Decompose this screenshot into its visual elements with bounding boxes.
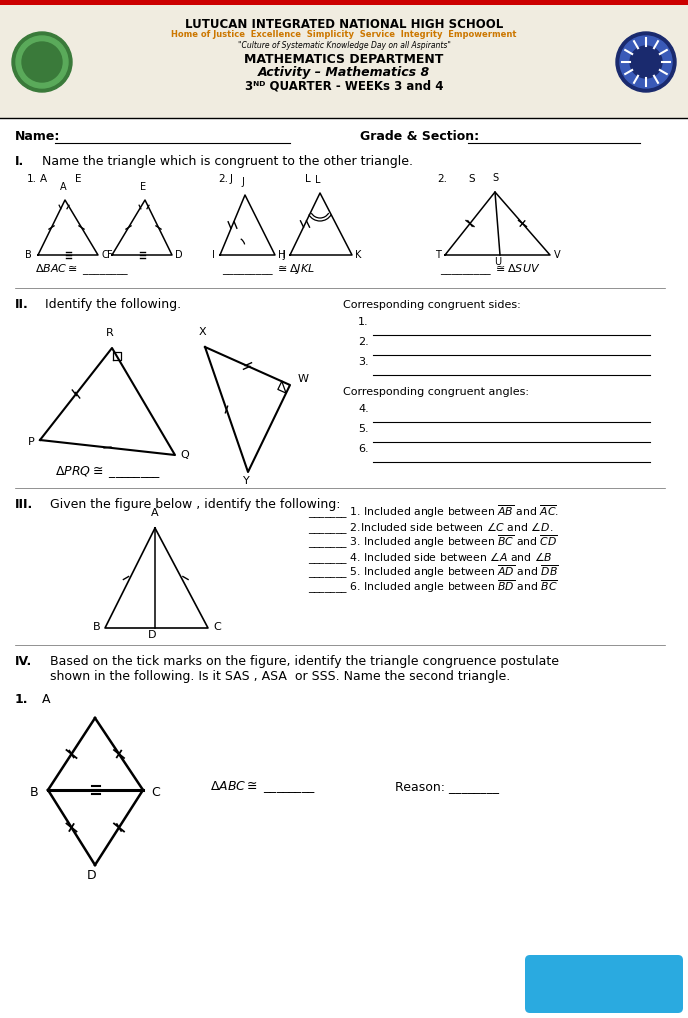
- Text: U: U: [495, 257, 502, 267]
- Text: D: D: [148, 630, 156, 640]
- Text: 2.: 2.: [358, 337, 369, 347]
- Text: 1.: 1.: [358, 317, 369, 327]
- Text: 3ᴺᴰ QUARTER - WEEKs 3 and 4: 3ᴺᴰ QUARTER - WEEKs 3 and 4: [245, 79, 443, 92]
- Text: 2.: 2.: [218, 174, 228, 184]
- Text: B: B: [25, 250, 32, 260]
- Text: 5.: 5.: [358, 425, 369, 434]
- Text: I.: I.: [15, 155, 24, 168]
- Text: $\Delta ABC \cong$ ________: $\Delta ABC \cong$ ________: [210, 779, 316, 795]
- Text: S: S: [492, 173, 498, 183]
- Text: A: A: [151, 508, 159, 518]
- Text: Given the figure below , identify the following:: Given the figure below , identify the fo…: [50, 498, 341, 511]
- Text: _________ $\cong \Delta JKL$: _________ $\cong \Delta JKL$: [222, 262, 315, 277]
- Text: H: H: [278, 250, 286, 260]
- Text: 6.: 6.: [358, 444, 369, 454]
- Text: Name the triangle which is congruent to the other triangle.: Name the triangle which is congruent to …: [42, 155, 413, 168]
- Text: _______ 6. Included angle between $\overline{BD}$ and $\overline{BC}$: _______ 6. Included angle between $\over…: [308, 578, 558, 596]
- Text: shown in the following. Is it SAS , ASA  or SSS. Name the second triangle.: shown in the following. Is it SAS , ASA …: [50, 670, 510, 683]
- Text: II.: II.: [15, 298, 29, 312]
- Text: 1.: 1.: [15, 693, 28, 706]
- Text: _______ 1. Included angle between $\overline{AB}$ and $\overline{AC}$.: _______ 1. Included angle between $\over…: [308, 504, 559, 521]
- Circle shape: [630, 46, 662, 78]
- Text: Reason: ________: Reason: ________: [395, 780, 499, 793]
- Text: A: A: [42, 693, 50, 706]
- Text: _________ $\cong \Delta SUV$: _________ $\cong \Delta SUV$: [440, 262, 541, 277]
- Text: B: B: [30, 786, 39, 798]
- Text: Grade & Section:: Grade & Section:: [360, 130, 479, 143]
- Text: L: L: [315, 175, 321, 185]
- Text: J: J: [241, 177, 244, 187]
- Text: Corresponding congruent angles:: Corresponding congruent angles:: [343, 387, 529, 397]
- Text: Identify the following.: Identify the following.: [45, 298, 181, 312]
- Circle shape: [620, 36, 672, 88]
- Text: IV.: IV.: [15, 655, 32, 668]
- Text: S: S: [468, 174, 475, 184]
- Text: T: T: [435, 250, 441, 260]
- Text: Based on the tick marks on the figure, identify the triangle congruence postulat: Based on the tick marks on the figure, i…: [50, 655, 559, 668]
- Circle shape: [616, 32, 676, 92]
- Text: Name:: Name:: [15, 130, 61, 143]
- Text: _______ 3. Included angle between $\overline{BC}$ and $\overline{CD}$: _______ 3. Included angle between $\over…: [308, 533, 558, 551]
- Text: X: X: [198, 327, 206, 337]
- Text: F: F: [107, 250, 113, 260]
- Text: A: A: [60, 182, 66, 192]
- Text: J: J: [282, 250, 285, 260]
- Text: R: R: [106, 328, 114, 338]
- Text: page 4 of 5: page 4 of 5: [539, 931, 669, 951]
- Text: Corresponding congruent sides:: Corresponding congruent sides:: [343, 300, 521, 310]
- Circle shape: [16, 36, 68, 88]
- Text: W: W: [298, 374, 309, 384]
- Text: C: C: [213, 622, 221, 632]
- Text: V: V: [554, 250, 561, 260]
- Text: III.: III.: [15, 498, 33, 511]
- Text: J: J: [230, 174, 233, 184]
- Text: 2.: 2.: [437, 174, 447, 184]
- Text: P: P: [28, 437, 35, 447]
- Text: 1.: 1.: [27, 174, 37, 184]
- Text: LUTUCAN INTEGRATED NATIONAL HIGH SCHOOL: LUTUCAN INTEGRATED NATIONAL HIGH SCHOOL: [185, 18, 503, 31]
- Text: B: B: [93, 622, 100, 632]
- Text: D: D: [175, 250, 182, 260]
- Text: K: K: [355, 250, 361, 260]
- Text: MATHEMATICS DEPARTMENT: MATHEMATICS DEPARTMENT: [244, 53, 444, 66]
- Circle shape: [12, 32, 72, 92]
- Text: L: L: [305, 174, 311, 184]
- Text: "Culture of Systematic Knowledge Day on all Aspirants": "Culture of Systematic Knowledge Day on …: [237, 41, 451, 50]
- Text: A: A: [40, 174, 47, 184]
- Text: 3.: 3.: [358, 357, 369, 367]
- Circle shape: [22, 42, 62, 82]
- Text: Q: Q: [180, 450, 189, 460]
- Text: E: E: [140, 182, 146, 192]
- Text: _______ 2.Included side between $\angle C$ and $\angle D$.: _______ 2.Included side between $\angle …: [308, 520, 553, 535]
- Text: C: C: [101, 250, 108, 260]
- FancyBboxPatch shape: [525, 955, 683, 1013]
- Text: Activity – Mathematics 8: Activity – Mathematics 8: [258, 66, 430, 79]
- Text: Y: Y: [243, 476, 250, 486]
- Bar: [0, 0, 688, 5]
- Text: C: C: [151, 786, 160, 798]
- Text: I: I: [212, 250, 215, 260]
- Text: _______ 5. Included angle between $\overline{AD}$ and $\overline{DB}$: _______ 5. Included angle between $\over…: [308, 563, 559, 581]
- Text: D: D: [87, 869, 97, 882]
- Text: E: E: [75, 174, 81, 184]
- Text: $\Delta PRQ \cong$ ________: $\Delta PRQ \cong$ ________: [55, 464, 161, 479]
- Text: _______ 4. Included side between $\angle A$ and $\angle B$: _______ 4. Included side between $\angle…: [308, 550, 552, 566]
- Text: Home of Justice  Excellence  Simplicity  Service  Integrity  Empowerment: Home of Justice Excellence Simplicity Se…: [171, 30, 517, 39]
- Text: 4.: 4.: [358, 404, 369, 414]
- Bar: [0, 5, 688, 118]
- Text: $\Delta BAC \cong$ ________: $\Delta BAC \cong$ ________: [35, 262, 129, 277]
